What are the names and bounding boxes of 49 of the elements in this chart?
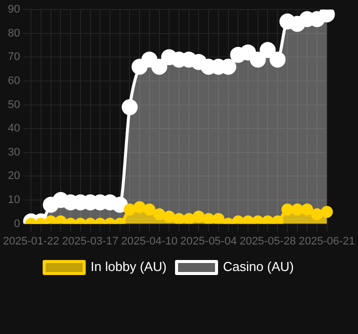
point bbox=[270, 52, 286, 68]
y-tick-label: 90 bbox=[8, 4, 20, 16]
point bbox=[242, 215, 254, 224]
point bbox=[212, 213, 224, 224]
point bbox=[141, 52, 158, 68]
point bbox=[153, 208, 166, 220]
point bbox=[252, 215, 264, 224]
legend-label: Casino (AU) bbox=[223, 259, 294, 274]
point bbox=[301, 204, 314, 216]
legend-label: In lobby (AU) bbox=[90, 259, 167, 274]
point bbox=[124, 204, 136, 216]
x-tick-label: 2025-05-04 bbox=[180, 235, 237, 248]
point bbox=[260, 42, 276, 58]
x-tick-label: 2025-03-17 bbox=[62, 235, 118, 248]
y-tick-label: 70 bbox=[8, 51, 20, 64]
point bbox=[151, 58, 168, 75]
point bbox=[202, 213, 215, 224]
y-tick-label: 60 bbox=[8, 75, 20, 88]
y-tick-label: 10 bbox=[8, 194, 20, 206]
point bbox=[320, 206, 333, 218]
x-tick-label: 2025-04-10 bbox=[121, 235, 178, 248]
point bbox=[173, 213, 185, 224]
point bbox=[250, 52, 266, 68]
point bbox=[54, 215, 67, 224]
y-tick-label: 50 bbox=[8, 98, 20, 111]
point bbox=[122, 99, 138, 116]
point bbox=[232, 215, 244, 224]
point bbox=[143, 204, 156, 216]
x-tick-label: 2025-01-22 bbox=[2, 235, 60, 248]
point bbox=[112, 196, 128, 213]
point bbox=[192, 210, 205, 223]
y-tick-label: 40 bbox=[8, 122, 20, 135]
x-tick-label: 2025-05-28 bbox=[240, 235, 296, 248]
point bbox=[318, 10, 335, 22]
y-tick-label: 80 bbox=[8, 27, 20, 40]
point bbox=[182, 213, 195, 224]
point bbox=[281, 204, 294, 216]
y-tick-label: 20 bbox=[8, 170, 20, 182]
point bbox=[240, 44, 256, 60]
point bbox=[311, 208, 324, 220]
y-tick-label: 30 bbox=[8, 146, 20, 158]
y-tick-label: 0 bbox=[14, 218, 20, 230]
point bbox=[262, 215, 274, 224]
point bbox=[44, 215, 57, 224]
x-tick-label: 2025-06-21 bbox=[298, 235, 356, 248]
point bbox=[163, 210, 176, 223]
point bbox=[291, 204, 304, 216]
point bbox=[134, 201, 146, 214]
point bbox=[272, 215, 284, 224]
